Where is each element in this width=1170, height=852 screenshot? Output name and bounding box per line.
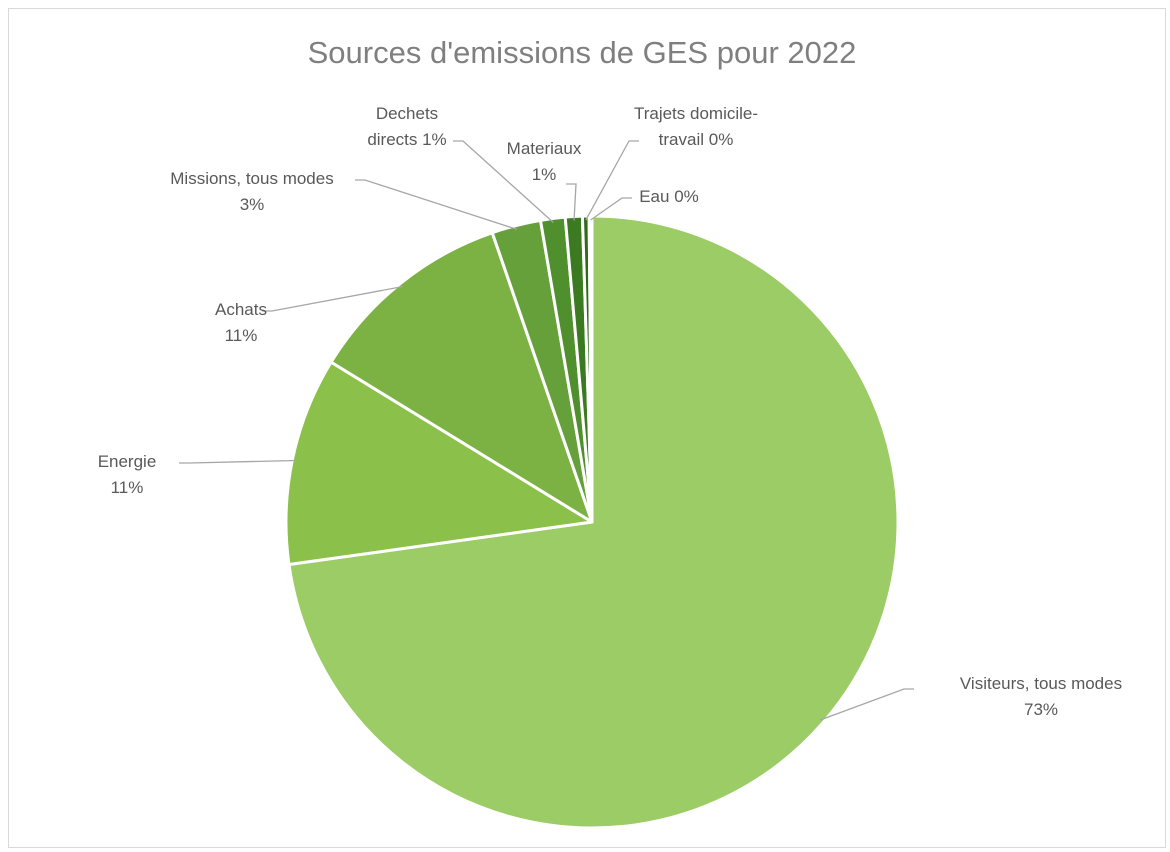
pie-slice-energie xyxy=(284,360,594,567)
leader-line-energie xyxy=(179,459,297,464)
leader-line-eau xyxy=(590,197,632,221)
slice-label-missions-tous-modes: Missions, tous modes 3% xyxy=(170,169,333,214)
leader-line-dechets-directs xyxy=(453,140,554,223)
leader-lines xyxy=(179,140,914,721)
slice-label-visiteurs-tous-modes: Visiteurs, tous modes 73% xyxy=(960,674,1122,719)
slice-label-trajets-domicile-travail: Trajets domicile-travail 0% xyxy=(634,104,758,149)
leader-line-achats xyxy=(262,285,404,312)
pie-slice-eau xyxy=(587,214,594,524)
leader-line-trajets-domicile-travail xyxy=(585,140,639,221)
chart-title: Sources d'emissions de GES pour 2022 xyxy=(308,35,857,70)
chart-frame: Sources d'emissions de GES pour 2022 Vis… xyxy=(8,8,1166,848)
pie-slice-achats xyxy=(329,231,594,524)
leader-line-materiaux xyxy=(566,183,577,221)
slice-label-achats: Achats 11% xyxy=(215,300,267,345)
leader-line-missions-tous-modes xyxy=(355,179,518,231)
slice-label-energie: Energie 11% xyxy=(98,452,157,497)
leader-line-visiteurs-tous-modes xyxy=(819,688,914,721)
pie-chart: Sources d'emissions de GES pour 2022 Vis… xyxy=(98,35,1122,830)
slice-labels: Visiteurs, tous modes 73% Energie 11% Achats… xyxy=(98,104,1122,719)
slice-label-dechets-directs: Dechets directs 1% xyxy=(367,104,446,149)
slice-label-materiaux: Materiaux 1% xyxy=(507,139,582,184)
pie-slices xyxy=(284,214,900,830)
slice-label-eau: Eau 0% xyxy=(639,187,699,206)
